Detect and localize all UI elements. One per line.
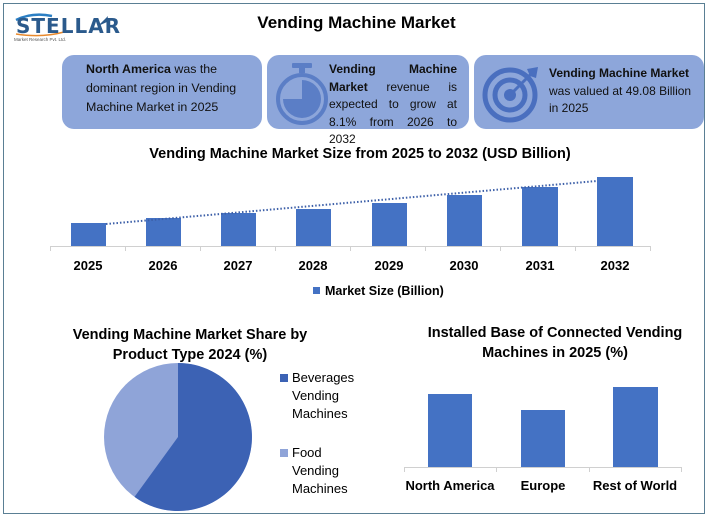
pie-chart-title: Vending Machine Market Share by Product … [40,325,340,365]
x-axis [404,467,681,468]
bar-2031 [522,187,558,246]
legend-label: Vending [292,388,339,403]
x-label: 2030 [449,258,479,273]
info-card-value: Vending Machine Market was valued at 49.… [474,55,704,129]
legend-swatch [280,449,288,457]
legend-label: Machines [292,406,348,421]
installed-base-chart-title: Installed Base of Connected Vending Mach… [405,323,705,363]
legend-label: Vending [292,463,339,478]
x-label: 2032 [600,258,630,273]
axis-tick [500,246,501,251]
card-bold-text: Vending Machine Market [549,66,690,80]
pie-slice-beverages [134,363,252,511]
bar-north-america [428,394,472,467]
bar-2028 [296,209,331,246]
axis-tick [650,246,651,251]
chart-legend: Market Size (Billion) [313,284,444,298]
logo-tagline: Market Research Pvt. Ltd. [14,37,67,42]
x-label: Rest of World [592,478,678,493]
legend-label: Market Size (Billion) [325,284,444,298]
title-line: Product Type 2024 (%) [112,347,268,363]
axis-tick [404,467,405,472]
x-label: North America [405,478,495,493]
x-label: Europe [520,478,566,493]
axis-tick [575,246,576,251]
market-size-chart-title: Vending Machine Market Size from 2025 to… [149,146,571,162]
page-title: Vending Machine Market [257,13,456,32]
bar-2026 [146,218,181,246]
pie-chart [104,363,252,511]
bar-2027 [221,213,256,246]
target-icon [482,67,538,123]
pie-legend-food: Food Vending Machines [280,444,348,498]
x-label: 2031 [525,258,555,273]
bar-2030 [447,195,482,246]
logo-swoosh-icon [15,13,108,37]
title-line: Machines in 2025 (%) [482,345,628,361]
stellar-logo: STELLAR Market Research Pvt. Ltd. [12,10,120,42]
axis-tick [425,246,426,251]
x-label: 2028 [298,258,328,273]
axis-tick [275,246,276,251]
card-bold-text: North America [86,62,171,76]
bar-2025 [71,223,106,246]
card-text: was valued at 49.08 Billion in 2025 [549,83,692,116]
legend-swatch [313,287,320,295]
axis-tick [681,467,682,472]
card-bold-text: Vending Machine Market [329,62,457,94]
x-label: 2029 [374,258,404,273]
legend-label: Beverages [292,370,355,385]
card-text: was the dominant region in Vending Machi… [86,62,237,114]
legend-label: Food [292,445,322,460]
bar-2029 [372,203,407,246]
bar-europe [521,410,565,467]
x-label: 2027 [223,258,253,273]
bar-2032 [597,177,633,246]
title-line: Vending Machine Market Share by [72,327,308,343]
legend-label: Machines [292,481,348,496]
infographic-frame [3,3,705,514]
stopwatch-icon [276,63,328,125]
axis-tick [589,467,590,472]
x-label: 2026 [148,258,178,273]
info-card-region: North America was the dominant region in… [62,55,262,129]
axis-tick [496,467,497,472]
info-card-growth: Vending Machine Market revenue is expect… [267,55,469,146]
title-line: Installed Base of Connected Vending [427,325,683,341]
axis-tick [350,246,351,251]
pie-legend-beverages: Beverages Vending Machines [280,369,355,423]
bar-rest-of-world [613,387,658,467]
logo-wordmark: STELLAR [16,14,122,38]
x-label: 2025 [73,258,103,273]
axis-tick [50,246,51,251]
card-text: revenue is expected to grow at 8.1% from… [329,79,457,147]
trendline [105,180,598,225]
axis-tick [200,246,201,251]
legend-swatch [280,374,288,382]
axis-tick [125,246,126,251]
